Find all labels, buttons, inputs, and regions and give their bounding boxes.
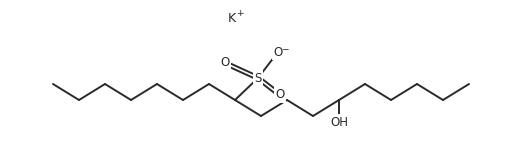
- Text: O: O: [274, 46, 282, 59]
- Text: K: K: [228, 11, 236, 24]
- Text: −: −: [281, 44, 289, 54]
- Text: O: O: [276, 89, 285, 101]
- Text: S: S: [254, 71, 261, 84]
- Text: +: +: [236, 10, 244, 19]
- Text: O: O: [221, 57, 230, 70]
- Text: OH: OH: [330, 116, 348, 128]
